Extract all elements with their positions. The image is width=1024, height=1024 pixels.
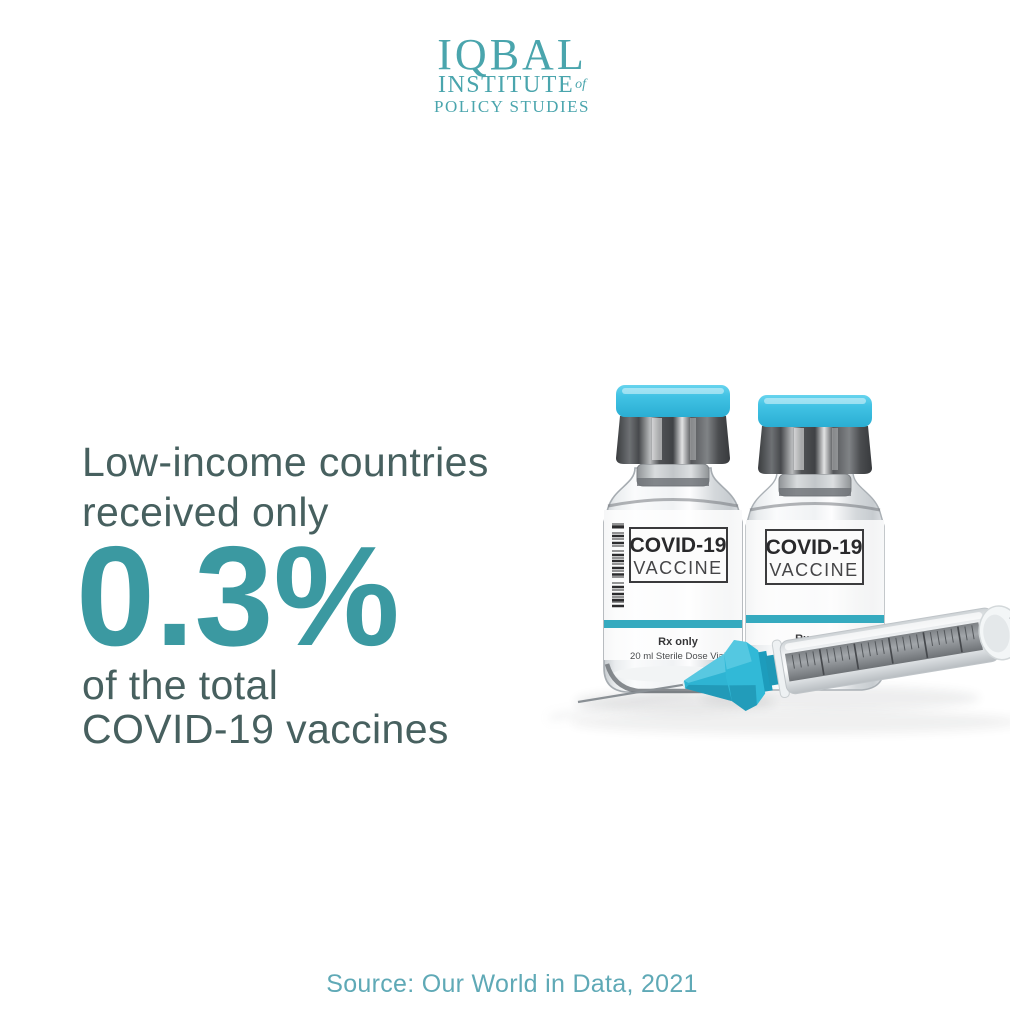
vial-front: COVID-19 VACCINE Rx only 20 ml Sterile D… (603, 385, 743, 694)
vial-cap-glint (622, 388, 724, 394)
vial-stripe (604, 620, 742, 628)
vial-cap (616, 385, 730, 417)
vial-label-title: COVID-19 (766, 536, 863, 559)
syringe-barrel-glint (784, 612, 983, 651)
headline-block: Low-income countries received only 0.3% … (76, 437, 562, 752)
vaccine-illustration: COVID-19 VACCINE Rx only COVID-19 VAC (549, 385, 1010, 734)
vial-stripe (746, 615, 884, 623)
vial-label-subtitle: VACCINE (769, 560, 858, 580)
logo-institute-text: INSTITUTE (437, 72, 575, 98)
vial-shoulder-shade (749, 502, 881, 512)
vial-cap (758, 395, 872, 427)
vial-collar-highlight2 (832, 428, 838, 470)
vial-label-title: COVID-19 (630, 534, 727, 557)
logo-iqbal-text: IQBAL (437, 30, 587, 79)
vial-neck-shade (779, 488, 851, 496)
vial-collar (758, 426, 872, 474)
vial-neck-shade (637, 478, 709, 486)
syringe-plunger-rod (784, 622, 983, 682)
vial-cap-glint (764, 398, 866, 404)
headline-line2: received only (82, 489, 329, 535)
headline-line3: of the total (82, 662, 279, 708)
vial-collar (616, 416, 730, 464)
vial-dose-text: 20 ml Sterile Dose Vial (630, 651, 726, 662)
source-text: Source: Our World in Data, 2021 (326, 970, 698, 998)
vial-collar-highlight2 (690, 418, 696, 460)
vial-label-subtitle: VACCINE (633, 558, 722, 578)
vial-collar-highlight (794, 428, 804, 470)
syringe (577, 605, 1010, 712)
headline-line1: Low-income countries (82, 439, 489, 485)
institute-logo: IQBAL INSTITUTEof POLICY STUDIES (0, 30, 1024, 116)
syringe-hub (683, 639, 781, 712)
ground-shadow (549, 686, 1010, 734)
logo-of-script: of (575, 77, 587, 92)
logo-policy-text: POLICY STUDIES (434, 97, 590, 116)
vial-label-box (765, 529, 864, 585)
logo-institute-line: INSTITUTEof (0, 72, 1024, 98)
vial-shoulder-shade (607, 498, 739, 508)
headline-line4: COVID-19 vaccines (82, 706, 449, 752)
vial-label-box (629, 527, 728, 583)
vial-rx-text: Rx only (658, 636, 699, 648)
vial-collar-highlight (652, 418, 662, 460)
vial-barcode (612, 523, 624, 608)
stat-value: 0.3% (76, 517, 400, 676)
syringe-needle (577, 682, 689, 704)
syringe-end-cap (978, 605, 1010, 661)
